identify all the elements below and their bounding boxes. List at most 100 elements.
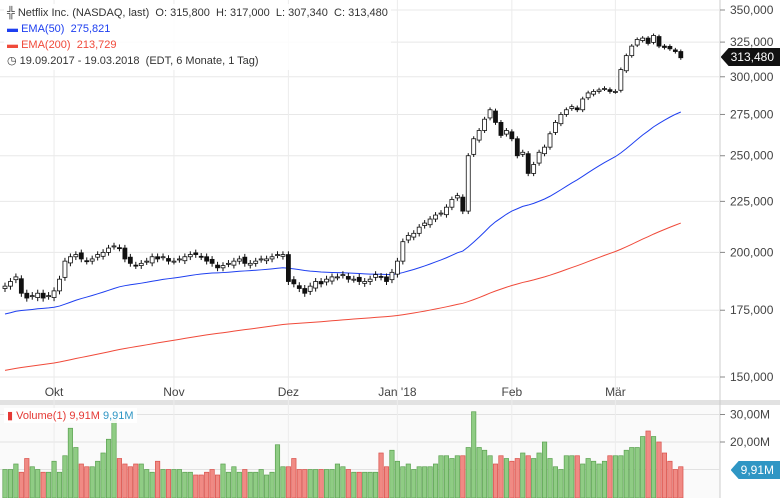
volume-bar — [84, 466, 90, 498]
volume-bar — [176, 469, 182, 498]
candle — [100, 251, 106, 257]
candle — [580, 98, 586, 111]
volume-bar — [525, 455, 531, 498]
volume-bar — [149, 471, 155, 498]
volume-bar — [596, 463, 602, 498]
volume-bar — [204, 471, 210, 498]
candle — [209, 258, 215, 264]
candle — [634, 39, 640, 46]
volume-bar — [454, 455, 460, 498]
volume-bar — [460, 455, 466, 498]
candle — [623, 55, 629, 72]
volume-bar — [405, 463, 411, 498]
candle — [46, 295, 51, 298]
candle — [231, 260, 237, 266]
candle — [525, 153, 531, 174]
candle — [563, 109, 569, 115]
volume-bar — [198, 474, 204, 498]
candle — [460, 196, 466, 212]
candle — [340, 274, 346, 277]
volume-bar — [373, 471, 379, 498]
candle — [569, 106, 575, 109]
volume-legend: ▮ Volume(1) 9,91M 9,91M — [4, 408, 137, 423]
candle — [449, 199, 455, 208]
volume-bar — [247, 471, 253, 498]
candle — [405, 235, 411, 241]
volume-bar — [389, 449, 395, 498]
volume-bar — [51, 460, 57, 498]
price-tick-label: 350,000 — [730, 3, 774, 17]
ema200-value: 213,729 — [76, 39, 117, 51]
candle — [362, 281, 368, 284]
volume-bar — [78, 463, 84, 498]
last-volume-tag: 9,91M — [730, 461, 780, 479]
volume-bar — [547, 458, 553, 498]
candle — [531, 164, 537, 174]
candle — [193, 252, 199, 255]
volume-bar — [231, 466, 237, 498]
candle — [394, 260, 400, 275]
candle — [422, 222, 428, 226]
candle — [476, 130, 482, 141]
candle — [155, 256, 161, 260]
candle — [389, 271, 395, 281]
candle — [629, 45, 635, 57]
volume-bar — [465, 447, 471, 498]
volume-bar — [492, 463, 499, 498]
price-tick-label: 150,000 — [730, 370, 774, 384]
candle — [558, 114, 564, 125]
candle — [444, 206, 449, 216]
candle — [40, 292, 46, 299]
candle — [345, 276, 351, 280]
candle — [187, 254, 193, 258]
volume-bar — [18, 471, 24, 498]
candle — [2, 285, 8, 289]
close-value: C: 313,480 — [334, 7, 388, 19]
volume-bar — [411, 469, 417, 498]
clock-icon: ◷ — [7, 55, 20, 67]
volume-bar — [274, 444, 281, 498]
candle — [51, 290, 57, 298]
volume-bar — [514, 458, 520, 498]
volume-bar — [138, 463, 144, 498]
volume-bar — [24, 458, 30, 498]
candle — [144, 260, 150, 263]
volume-value-2: 9,91M — [102, 410, 134, 422]
x-tick-label: Jan '18 — [378, 385, 417, 399]
volume-bar — [471, 411, 477, 498]
x-tick-label: Mär — [605, 385, 626, 399]
candle — [400, 241, 406, 262]
price-tick-label: 250,000 — [730, 149, 774, 163]
volume-tick-label: 20,00M — [730, 435, 770, 449]
volume-bar — [362, 471, 368, 498]
candle — [356, 276, 362, 282]
candle — [373, 274, 379, 278]
volume-bar — [56, 471, 63, 498]
instrument-title: Netflix Inc. (NASDAQ, last) — [17, 7, 150, 19]
volume-bar — [433, 463, 439, 498]
x-tick-label: Nov — [163, 385, 184, 399]
candle — [378, 276, 384, 278]
candle — [182, 256, 188, 262]
volume-bar — [95, 460, 101, 498]
price-tick-label: 325,000 — [730, 35, 774, 49]
candle — [220, 265, 226, 269]
volume-label: Volume(1) — [16, 410, 67, 422]
candle — [318, 281, 324, 285]
volume-bar — [324, 469, 330, 498]
volume-bar — [607, 455, 613, 498]
candle — [678, 51, 684, 59]
candle — [585, 92, 591, 99]
volume-bar — [378, 452, 384, 498]
candle — [62, 260, 68, 278]
volume-bar — [144, 469, 150, 498]
volume-bar — [520, 452, 526, 498]
volume-bar — [580, 463, 586, 498]
volume-bar — [574, 455, 580, 498]
volume-bar — [187, 471, 193, 498]
candlestick-icon: ╬ — [7, 7, 18, 19]
candle — [602, 88, 607, 90]
candle — [547, 133, 553, 148]
candle — [226, 262, 231, 265]
